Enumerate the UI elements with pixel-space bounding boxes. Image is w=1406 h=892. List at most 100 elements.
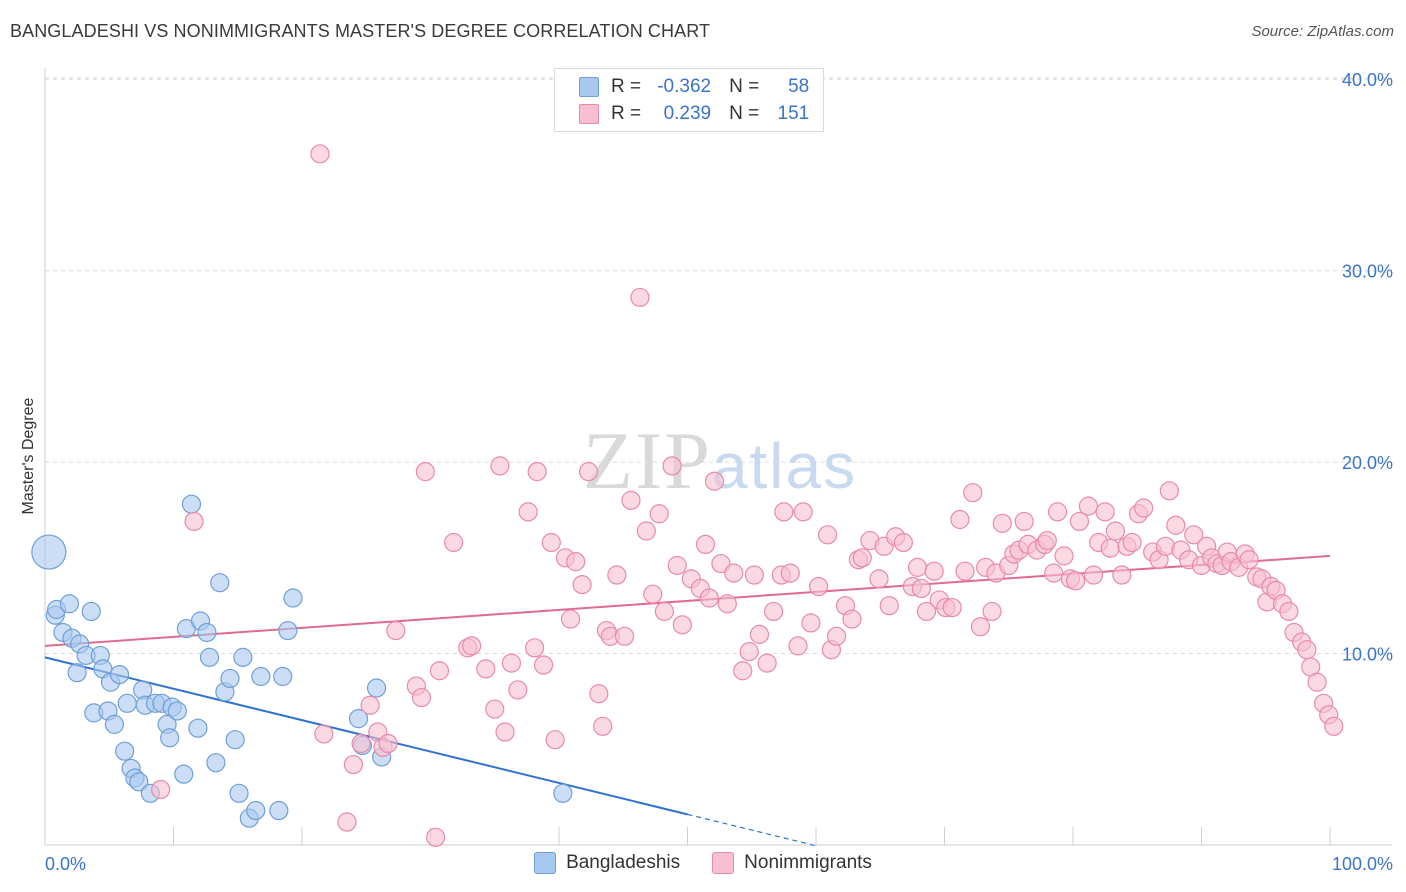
point-nonimmigrants	[763, 601, 784, 622]
point-nonimmigrants	[1037, 530, 1057, 551]
point-nonimmigrants	[508, 680, 528, 700]
y-tick-label: 20.0%	[1342, 453, 1393, 473]
point-bangladeshis	[188, 718, 208, 738]
series-bangladeshis	[31, 494, 573, 828]
r-label: R =	[611, 103, 642, 124]
point-bangladeshis	[115, 741, 135, 761]
x-tick-label: 0.0%	[45, 854, 86, 874]
y-tick-label: 30.0%	[1342, 262, 1393, 282]
point-nonimmigrants	[793, 502, 813, 522]
point-bangladeshis	[273, 666, 293, 687]
point-bangladeshis	[160, 728, 180, 748]
point-nonimmigrants	[314, 724, 334, 744]
n-label: N =	[729, 103, 760, 124]
point-bangladeshis	[246, 800, 266, 821]
point-nonimmigrants	[992, 513, 1012, 533]
point-nonimmigrants	[444, 532, 464, 553]
y-axis-label: Master's Degree	[20, 397, 37, 514]
point-nonimmigrants	[1105, 521, 1126, 541]
point-bangladeshis	[348, 709, 369, 729]
point-nonimmigrants	[378, 733, 398, 754]
point-nonimmigrants	[607, 565, 627, 585]
point-nonimmigrants	[1078, 496, 1099, 516]
point-bangladeshis	[31, 534, 67, 570]
point-nonimmigrants	[1307, 672, 1327, 692]
point-bangladeshis	[553, 783, 573, 803]
point-nonimmigrants	[749, 624, 770, 644]
legend-item-bangladeshis[interactable]: Bangladeshis	[534, 852, 680, 874]
point-nonimmigrants	[589, 684, 609, 704]
point-nonimmigrants	[950, 509, 970, 530]
point-nonimmigrants	[788, 636, 808, 656]
point-nonimmigrants	[711, 553, 731, 574]
point-nonimmigrants	[572, 575, 592, 595]
point-nonimmigrants	[817, 525, 838, 545]
point-nonimmigrants	[1239, 550, 1259, 570]
point-nonimmigrants	[545, 730, 565, 750]
point-nonimmigrants	[386, 620, 406, 641]
point-nonimmigrants	[780, 563, 800, 583]
point-nonimmigrants	[518, 502, 538, 522]
point-nonimmigrants	[1122, 532, 1142, 553]
point-nonimmigrants	[1044, 563, 1064, 583]
point-nonimmigrants	[151, 779, 171, 800]
point-nonimmigrants	[360, 695, 380, 715]
watermark: ZIPatlas	[583, 415, 857, 506]
legend-swatch-blue	[579, 77, 599, 97]
point-nonimmigrants	[724, 563, 744, 583]
point-nonimmigrants	[524, 638, 545, 658]
legend-row-bangladeshis: R = -0.362 N = 58	[579, 74, 809, 100]
point-nonimmigrants	[942, 597, 962, 618]
point-bangladeshis	[129, 772, 149, 792]
trend-line-bangladeshis-extension	[687, 813, 817, 847]
point-nonimmigrants	[869, 569, 889, 589]
point-nonimmigrants	[970, 617, 991, 637]
point-nonimmigrants	[485, 699, 505, 719]
series-nonimmigrants	[151, 144, 1344, 847]
point-nonimmigrants	[1069, 511, 1090, 532]
legend-stats: R = -0.362 N = 58 R = 0.239 N = 151	[554, 68, 824, 132]
point-nonimmigrants	[541, 532, 561, 553]
point-nonimmigrants	[852, 548, 872, 568]
point-nonimmigrants	[476, 659, 496, 679]
point-bangladeshis	[210, 573, 230, 593]
point-nonimmigrants	[704, 471, 725, 491]
point-bangladeshis	[220, 668, 240, 689]
r-label: R =	[611, 76, 642, 97]
legend-swatch-pink	[712, 852, 735, 874]
point-nonimmigrants	[739, 642, 759, 662]
legend-item-nonimmigrants[interactable]: Nonimmigrants	[712, 852, 872, 874]
point-nonimmigrants	[490, 456, 510, 476]
point-nonimmigrants	[630, 287, 650, 308]
point-nonimmigrants	[1047, 502, 1068, 522]
legend-label: Bangladeshis	[566, 852, 681, 873]
legend-label: Nonimmigrants	[744, 852, 872, 873]
point-nonimmigrants	[643, 584, 663, 604]
point-nonimmigrants	[1279, 601, 1299, 622]
point-nonimmigrants	[614, 626, 635, 646]
point-bangladeshis	[109, 664, 130, 685]
point-nonimmigrants	[808, 576, 829, 597]
point-nonimmigrants	[1083, 565, 1104, 585]
point-nonimmigrants	[621, 490, 641, 510]
point-nonimmigrants	[1112, 565, 1132, 585]
legend-swatch-pink	[579, 104, 599, 124]
legend-row-nonimmigrants: R = 0.239 N = 151	[579, 101, 809, 127]
point-nonimmigrants	[578, 462, 599, 482]
point-nonimmigrants	[842, 609, 862, 629]
point-nonimmigrants	[310, 144, 330, 164]
point-nonimmigrants	[1014, 511, 1034, 532]
point-nonimmigrants	[699, 588, 719, 608]
point-nonimmigrants	[911, 578, 931, 599]
point-nonimmigrants	[801, 613, 821, 633]
point-nonimmigrants	[1100, 538, 1120, 558]
x-tick-label: 100.0%	[1332, 854, 1393, 874]
point-nonimmigrants	[982, 601, 1002, 622]
point-nonimmigrants	[415, 462, 435, 482]
point-bangladeshis	[104, 714, 124, 734]
point-bangladeshis	[181, 494, 202, 514]
point-nonimmigrants	[560, 609, 581, 629]
point-nonimmigrants	[495, 722, 515, 742]
point-bangladeshis	[117, 693, 137, 713]
point-bangladeshis	[229, 783, 249, 803]
